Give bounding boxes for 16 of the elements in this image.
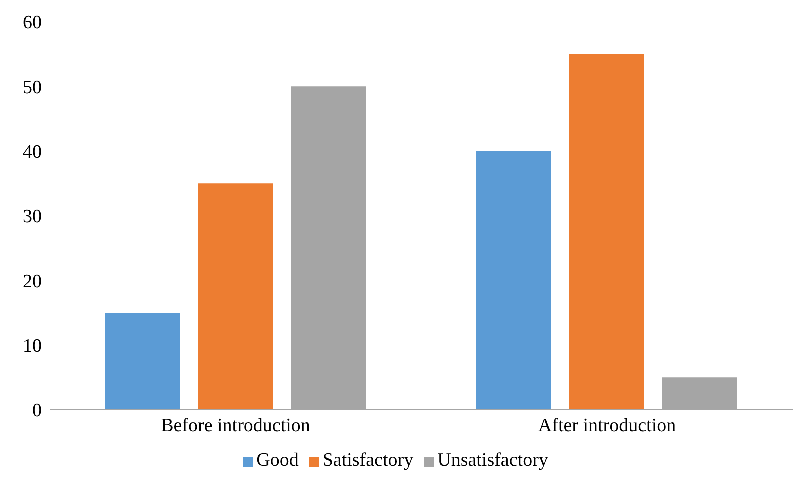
y-tick-label: 0	[32, 400, 42, 422]
bar	[105, 313, 180, 410]
legend-label: Unsatisfactory	[438, 450, 548, 471]
y-tick-label: 50	[23, 77, 42, 98]
bar	[570, 54, 644, 410]
bar	[476, 151, 552, 410]
y-tick-label: 20	[23, 271, 42, 292]
y-tick-label: 30	[23, 206, 42, 228]
legend-label: Satisfactory	[322, 450, 414, 471]
x-tick-label: After introduction	[538, 415, 677, 436]
y-tick-label: 40	[23, 142, 42, 164]
y-tick-label: 10	[23, 336, 42, 358]
x-tick-label: Before introduction	[161, 415, 311, 436]
legend-label: Good	[256, 450, 299, 471]
y-tick-label: 60	[23, 12, 42, 34]
bar	[198, 184, 273, 410]
